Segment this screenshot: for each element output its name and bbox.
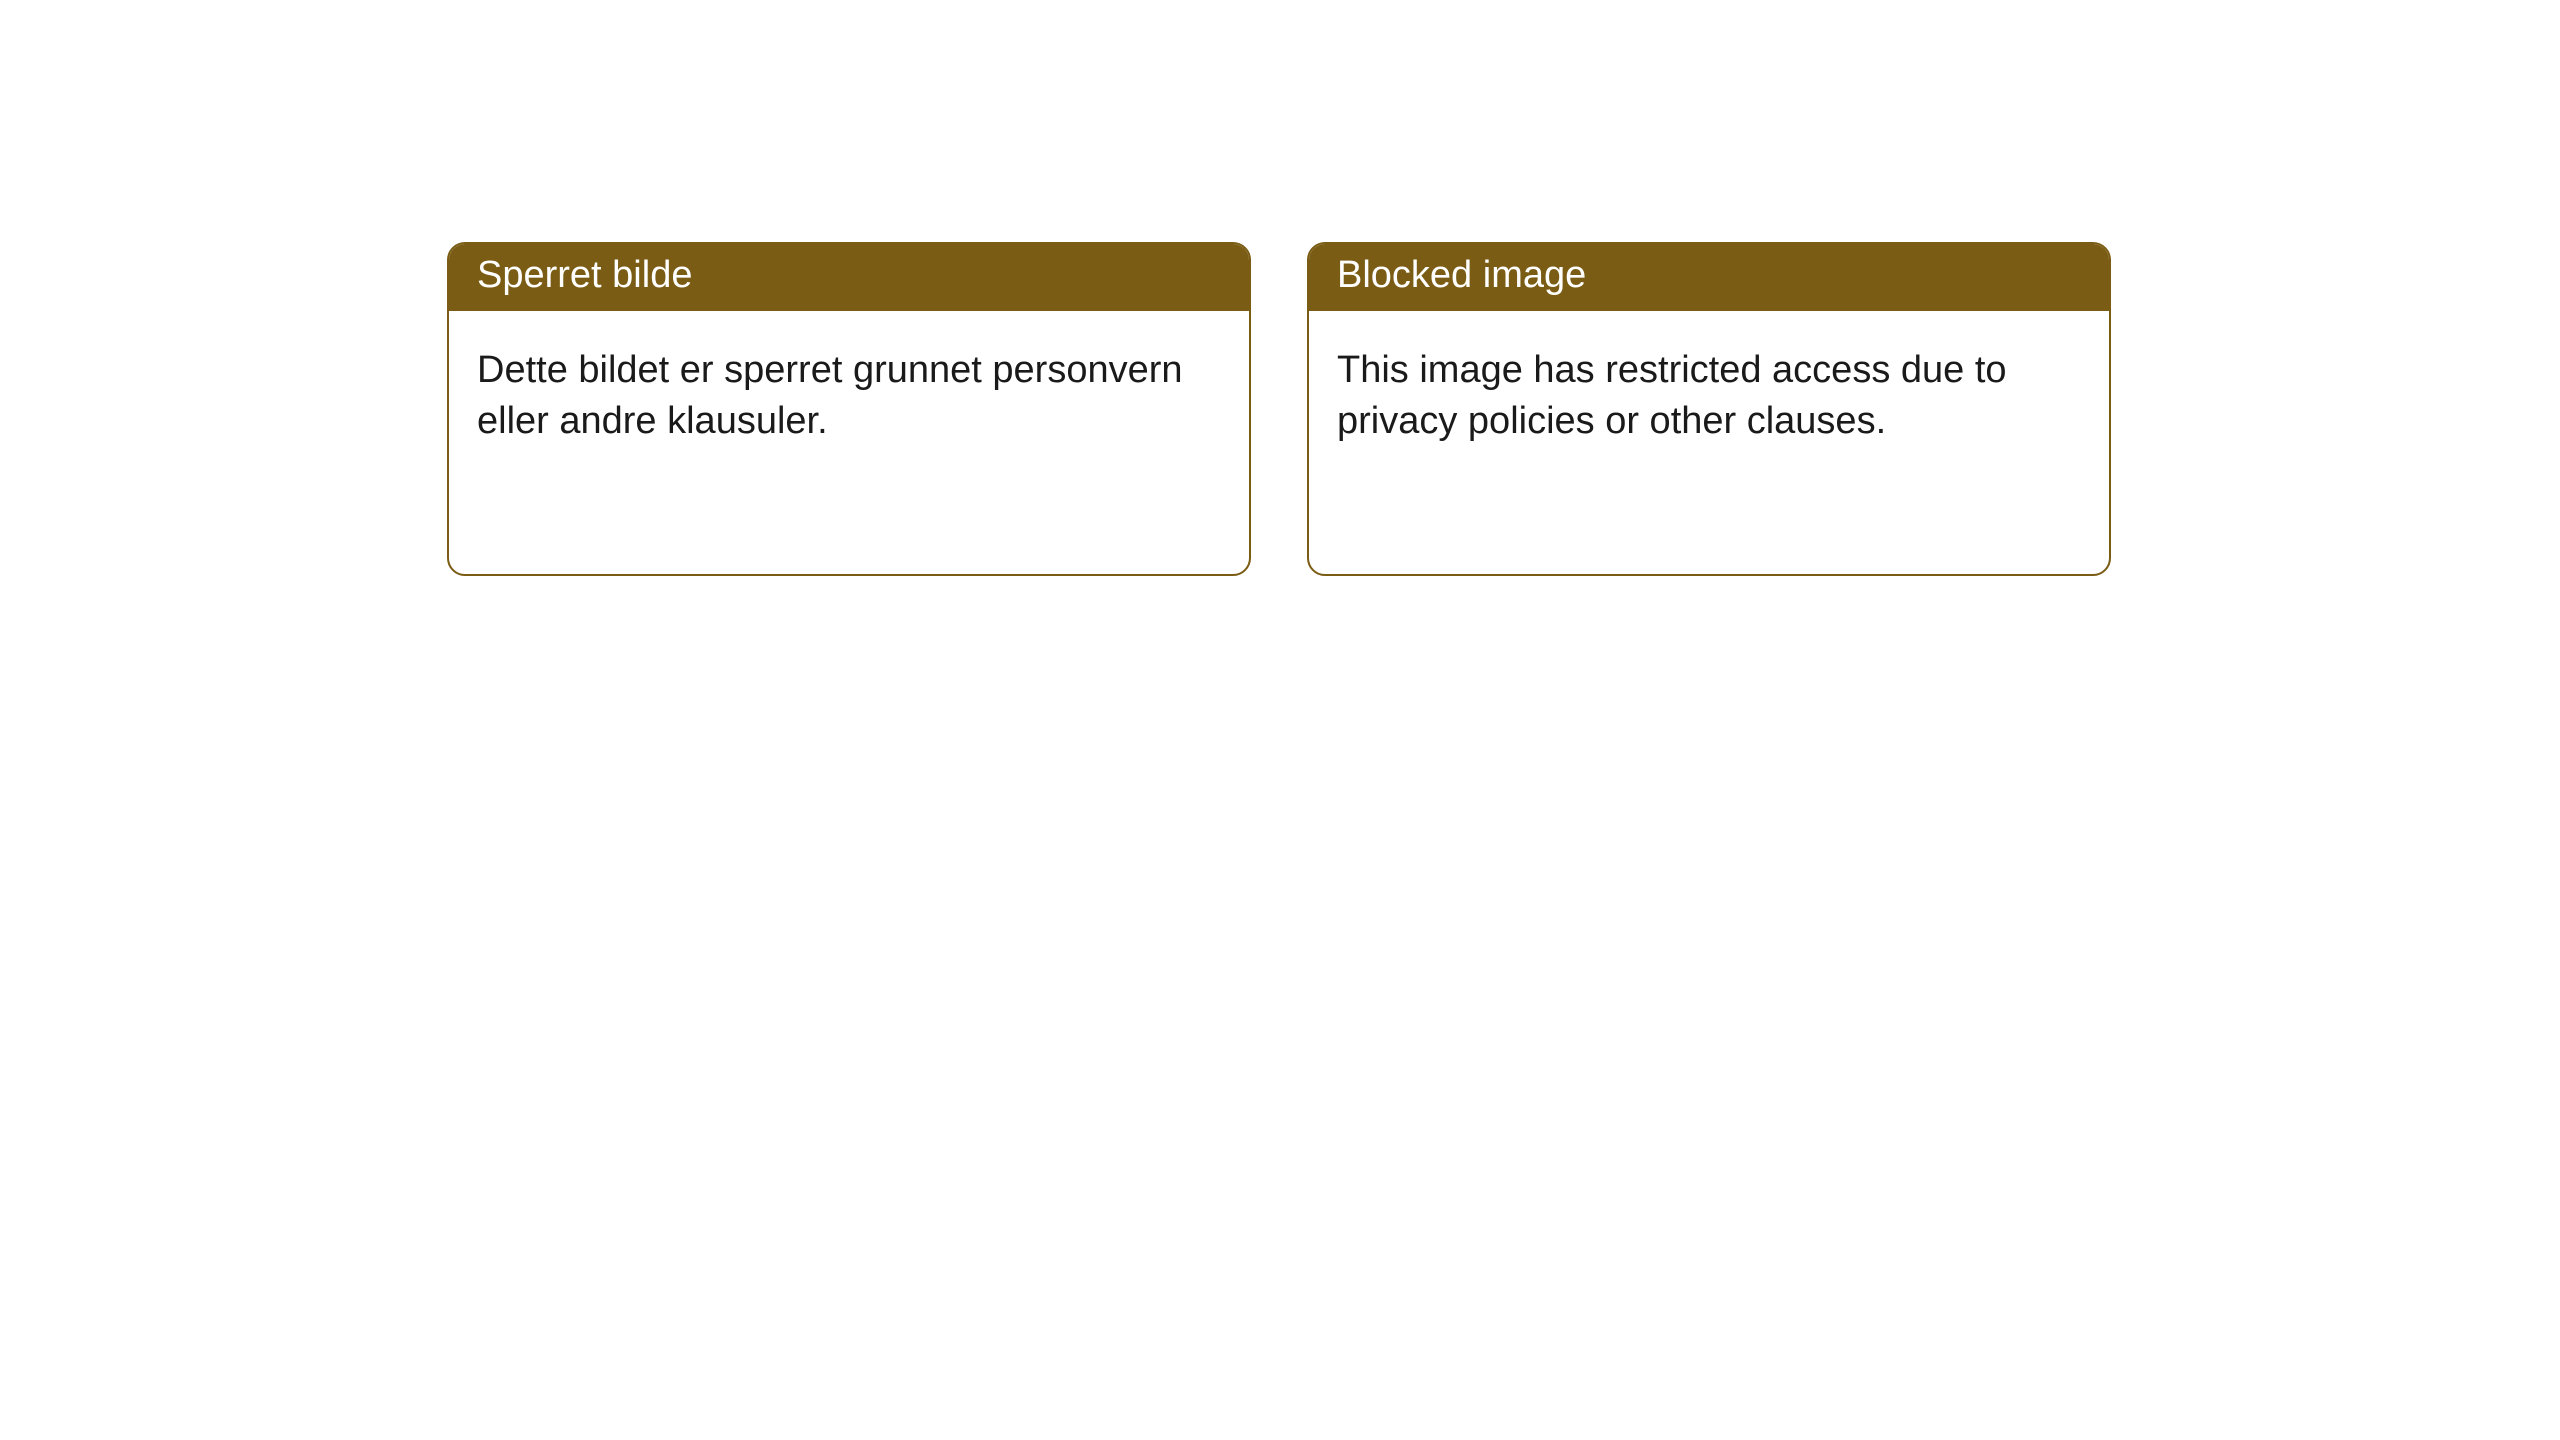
card-body-en: This image has restricted access due to … bbox=[1309, 311, 2109, 482]
card-body-no: Dette bildet er sperret grunnet personve… bbox=[449, 311, 1249, 482]
notice-container: Sperret bilde Dette bildet er sperret gr… bbox=[0, 0, 2560, 576]
card-header-en: Blocked image bbox=[1309, 244, 2109, 311]
card-title-en: Blocked image bbox=[1337, 254, 1586, 296]
blocked-image-card-no: Sperret bilde Dette bildet er sperret gr… bbox=[447, 242, 1251, 576]
blocked-image-card-en: Blocked image This image has restricted … bbox=[1307, 242, 2111, 576]
card-text-en: This image has restricted access due to … bbox=[1337, 349, 2007, 442]
card-title-no: Sperret bilde bbox=[477, 254, 692, 296]
card-text-no: Dette bildet er sperret grunnet personve… bbox=[477, 349, 1183, 442]
card-header-no: Sperret bilde bbox=[449, 244, 1249, 311]
